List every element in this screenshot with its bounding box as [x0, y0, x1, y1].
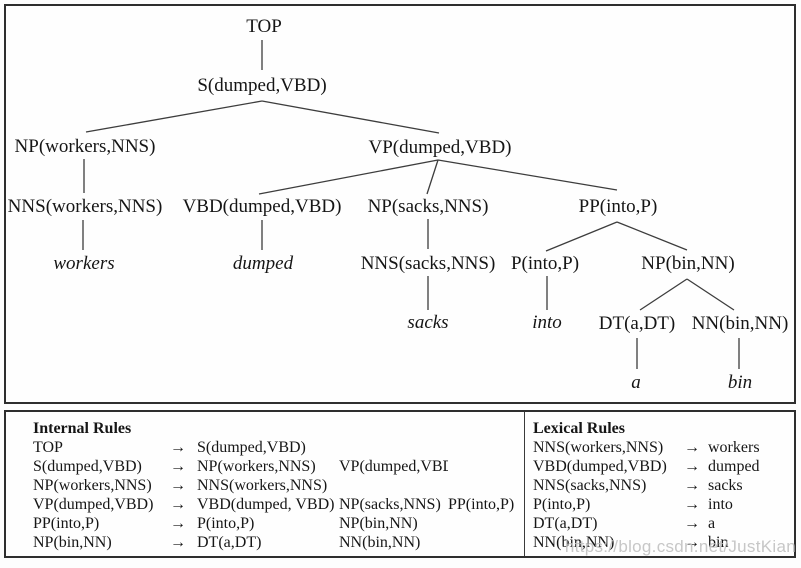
tree-terminal-workers: workers [53, 253, 115, 274]
rule-lhs: TOP [33, 439, 63, 456]
tree-node-vp: VP(dumped,VBD) [368, 137, 512, 158]
rule-lhs: NN(bin,NN) [533, 534, 615, 551]
rules-panel: Internal Rules TOP → S(dumped,VBD) S(dum… [4, 410, 796, 558]
tree-terminal-a: a [631, 372, 641, 393]
rule-lhs: NP(workers,NNS) [33, 477, 152, 494]
internal-rules-table: TOP → S(dumped,VBD) S(dumped,VBD) → NP(w… [33, 438, 524, 552]
rule-lhs: PP(into,P) [33, 515, 100, 532]
rule-rhs [448, 476, 524, 495]
tree-node-dt: DT(a,DT) [598, 313, 676, 334]
tree-node-p: P(into,P) [510, 253, 580, 274]
tree-terminal-into: into [532, 312, 562, 333]
watermark-text: https://blog.csdn.net/JustKian [564, 537, 796, 556]
tree-terminal-dumped: dumped [232, 253, 294, 274]
internal-rules-section: Internal Rules TOP → S(dumped,VBD) S(dum… [6, 412, 525, 556]
rule-lhs: P(into,P) [533, 496, 591, 513]
arrow-icon: → [170, 496, 186, 513]
rule-rhs [448, 457, 524, 476]
rule-rhs: DT(a,DT) [197, 534, 262, 551]
rule-lhs: S(dumped,VBD) [33, 458, 142, 475]
rule-rhs: PP(into,P) [448, 496, 515, 513]
rule-rhs [448, 533, 524, 552]
tree-node-np-sacks: NP(sacks,NNS) [367, 196, 489, 217]
arrow-icon: → [684, 534, 700, 551]
rule-rhs [448, 438, 524, 457]
arrow-icon: → [170, 477, 186, 494]
tree-node-np-workers: NP(workers,NNS) [14, 136, 156, 157]
rule-rhs: S(dumped,VBD) [197, 439, 306, 456]
rule-rhs: NP(bin,NN) [339, 515, 418, 532]
arrow-icon: → [684, 458, 700, 475]
rule-rhs: into [708, 496, 733, 513]
rule-rhs: a [708, 515, 716, 532]
rule-rhs: NP(workers,NNS) [197, 458, 316, 475]
rule-rhs: NN(bin,NN) [339, 534, 421, 551]
tree-node-vbd: VBD(dumped,VBD) [182, 196, 342, 217]
rule-rhs: NP(sacks,NNS) [339, 496, 441, 513]
tree-node-pp: PP(into,P) [578, 196, 658, 217]
arrow-icon: → [170, 515, 186, 532]
arrow-icon: → [684, 477, 700, 494]
rule-lhs: VP(dumped,VBD) [33, 496, 154, 513]
rule-rhs [339, 438, 448, 457]
arrow-icon: → [170, 439, 186, 456]
arrow-icon: → [684, 515, 700, 532]
lexical-rules-table: NNS(workers,NNS) → workers VBD(dumped,VB… [533, 438, 794, 552]
internal-rules-title: Internal Rules [33, 420, 132, 437]
rule-rhs: dumped [708, 458, 760, 475]
rule-lhs: NNS(workers,NNS) [533, 439, 664, 456]
tree-node-np-bin: NP(bin,NN) [641, 253, 735, 274]
tree-terminal-sacks: sacks [407, 312, 449, 333]
rule-rhs [339, 476, 448, 495]
parse-tree-panel [4, 4, 796, 404]
tree-node-nns-workers: NNS(workers,NNS) [7, 196, 163, 217]
arrow-icon: → [170, 534, 186, 551]
rule-lhs: NP(bin,NN) [33, 534, 112, 551]
rule-lhs: DT(a,DT) [533, 515, 598, 532]
rule-rhs: P(into,P) [197, 515, 255, 532]
rule-lhs: VBD(dumped,VBD) [533, 458, 667, 475]
tree-terminal-bin: bin [727, 372, 753, 393]
arrow-icon: → [170, 458, 186, 475]
lexical-rules-section: Lexical Rules NNS(workers,NNS) → workers… [525, 412, 794, 556]
rule-rhs: bin [708, 534, 729, 551]
rule-rhs: sacks [708, 477, 743, 494]
tree-node-nns-sacks: NNS(sacks,NNS) [360, 253, 496, 274]
tree-node-top: TOP [246, 16, 282, 37]
rule-rhs: workers [708, 439, 760, 456]
rule-rhs: VP(dumped,VBD) [339, 458, 448, 475]
lexical-rules-title: Lexical Rules [533, 420, 625, 437]
rule-rhs: NNS(workers,NNS) [197, 477, 328, 494]
rule-rhs [448, 514, 524, 533]
arrow-icon: → [684, 439, 700, 456]
rule-lhs: NNS(sacks,NNS) [533, 477, 647, 494]
rule-rhs: VBD(dumped, VBD) [197, 496, 335, 513]
tree-node-nn: NN(bin,NN) [691, 313, 789, 334]
arrow-icon: → [684, 496, 700, 513]
tree-node-s: S(dumped,VBD) [197, 75, 327, 96]
